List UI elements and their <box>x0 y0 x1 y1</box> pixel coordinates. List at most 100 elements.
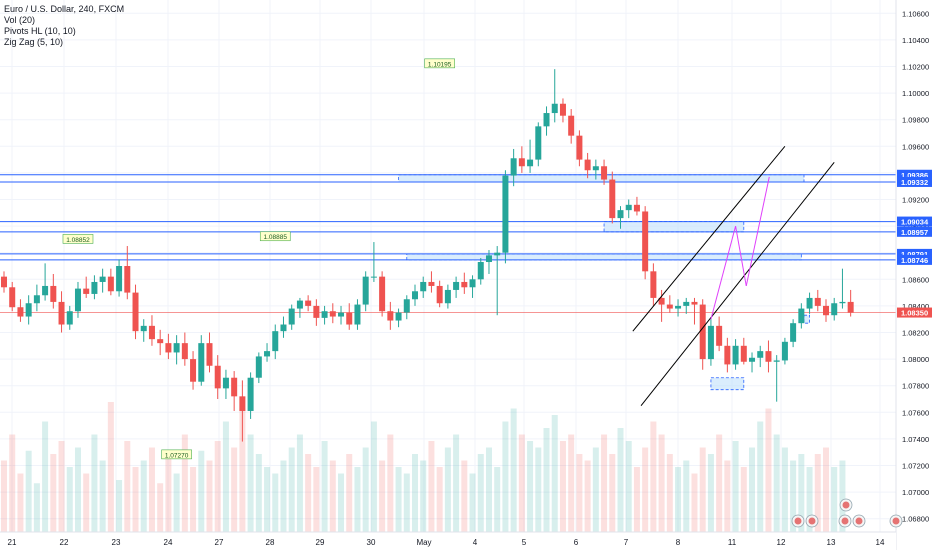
candle-body <box>214 365 221 389</box>
volume-bar <box>527 441 534 532</box>
event-flag-dot <box>855 517 863 525</box>
volume-bar <box>354 467 361 532</box>
volume-bar <box>617 428 624 532</box>
volume-bar <box>831 467 838 532</box>
pivot-label-text: 1.10195 <box>428 61 452 68</box>
volume-bar <box>658 434 665 532</box>
volume-bar <box>790 460 797 532</box>
volume-bar <box>50 454 57 532</box>
time-tick-label: May <box>416 538 431 547</box>
volume-bar <box>25 450 32 532</box>
candle-body <box>749 357 756 362</box>
volume-bar <box>707 454 714 532</box>
current-price-tag-text: 1.08350 <box>901 309 928 318</box>
volume-bar <box>732 441 739 532</box>
volume-bar <box>716 434 723 532</box>
candle-body <box>198 343 205 382</box>
candle-body <box>25 303 32 317</box>
indicator-pivots[interactable]: Pivots HL (10, 10) <box>4 26 76 36</box>
candle-body <box>9 287 16 308</box>
volume-bar <box>642 447 649 532</box>
candle-body <box>329 311 336 317</box>
candle-body <box>485 255 492 263</box>
price-tick-label: 1.07600 <box>902 408 929 417</box>
price-tick-label: 1.08200 <box>902 329 929 338</box>
volume-bar <box>214 441 221 532</box>
volume-bar <box>510 408 517 532</box>
candle-body <box>477 262 484 280</box>
indicator-zigzag[interactable]: Zig Zag (5, 10) <box>4 37 64 47</box>
price-axis-bg <box>896 0 932 550</box>
price-tick-label: 1.10600 <box>902 9 929 18</box>
support-resistance-zones <box>398 174 810 391</box>
candle-body <box>527 159 534 167</box>
price-tick-label: 1.09800 <box>902 116 929 125</box>
projection-up-2 <box>745 176 770 287</box>
candle-body <box>83 288 90 294</box>
channel-and-projection <box>632 145 835 406</box>
level-price-tag-text: 1.09386 <box>901 171 928 180</box>
volume-bar <box>691 473 698 532</box>
candle-body <box>510 158 517 176</box>
candle-body <box>272 331 279 352</box>
volume-bar <box>362 447 369 532</box>
candle-body <box>91 281 98 294</box>
candle-body <box>379 276 386 312</box>
price-tick-label: 1.07800 <box>902 382 929 391</box>
level-price-tag <box>897 169 932 180</box>
candle-body <box>222 377 229 389</box>
candle-body <box>806 297 813 309</box>
zone-rect <box>406 253 802 261</box>
pivot-label-box <box>62 234 94 244</box>
volume-bar <box>124 441 131 532</box>
volume-bar <box>17 473 24 532</box>
time-axis-bg <box>0 532 896 550</box>
candle-body <box>814 297 821 306</box>
volume-bar <box>535 447 542 532</box>
pivot-label-text: 1.08885 <box>264 234 288 241</box>
volume-bar <box>765 408 772 532</box>
candle-body <box>124 266 131 293</box>
time-tick-label: 5 <box>522 538 527 547</box>
volume-bar <box>132 467 139 532</box>
volume-bar <box>181 434 188 532</box>
candle-body <box>436 285 443 304</box>
volume-bar <box>633 467 640 532</box>
volume-bar <box>148 447 155 532</box>
volume-bar <box>543 428 550 532</box>
candle-body <box>551 103 558 114</box>
time-tick-label: 30 <box>367 538 376 547</box>
channel-upper <box>632 145 786 332</box>
candle-body <box>765 351 772 362</box>
candle-body <box>790 323 797 342</box>
candle-body <box>707 325 714 360</box>
pivot-label: 1.07270 <box>161 449 192 459</box>
volume-bar <box>280 460 287 532</box>
volume-bar <box>559 441 566 532</box>
candle-body <box>798 308 805 324</box>
time-axis[interactable]: 21 22 23 24 27 28 29 30 May 4 5 6 7 8 11 12 13 14 <box>0 531 896 550</box>
time-tick-label: 11 <box>728 538 737 547</box>
indicator-volume[interactable]: Vol (20) <box>4 15 36 25</box>
volume-bar <box>272 473 279 532</box>
candle-body <box>584 159 591 171</box>
price-tick-label: 1.10000 <box>902 89 929 98</box>
event-flag-dot <box>842 501 850 509</box>
candle-body <box>395 312 402 321</box>
candle-body <box>42 285 49 296</box>
price-tick-label: 1.08600 <box>902 275 929 284</box>
volume-bar <box>239 408 246 532</box>
candle-body <box>691 301 698 305</box>
volume-bar <box>568 434 575 532</box>
chart-legend: Euro / U.S. Dollar, 240, FXCM Vol (20) P… <box>4 4 124 48</box>
candle-body <box>494 252 501 256</box>
candle-body <box>666 304 673 309</box>
volume-bar <box>107 402 114 532</box>
volume-bar <box>551 415 558 532</box>
volume-bar <box>42 421 49 532</box>
volume-bar <box>83 473 90 532</box>
price-axis[interactable]: 1.10600 1.10400 1.10200 1.10000 1.09800 1.096… <box>895 0 932 550</box>
candle-body <box>412 291 418 300</box>
candle-body <box>740 345 747 362</box>
